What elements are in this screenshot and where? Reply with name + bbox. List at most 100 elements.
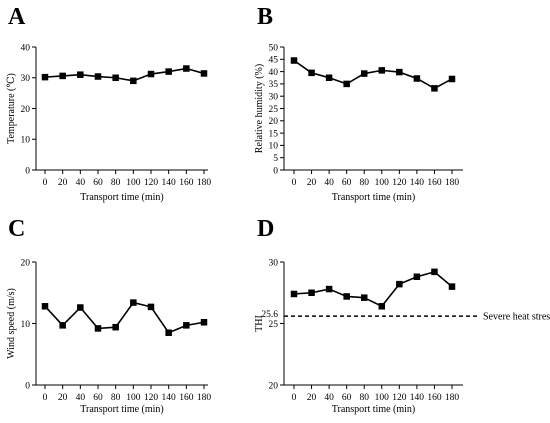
panel-a-letter: A	[8, 4, 26, 30]
panel-d-x-tick-label: 100	[375, 393, 390, 403]
panel-b-y-tick-label: 40	[269, 68, 279, 78]
panel-d-x-tick-label: 20	[307, 393, 317, 403]
panel-a-series-line	[44, 67, 205, 82]
panel-d-data-point	[360, 294, 368, 301]
panel-b-x-axis-label: Transport time (min)	[332, 192, 416, 203]
panel-c-x-tick-label: 40	[76, 393, 86, 403]
panel-d-x-tick-label: 120	[392, 393, 407, 403]
panel-d: D 20 25 30 0 20 40 60 80 100 120 140 160 180 Transport…	[254, 216, 550, 415]
panel-a-x-tick-label: 60	[93, 178, 103, 188]
panel-d-data-point	[378, 303, 386, 310]
panel-b-y-tick-label: 0	[273, 166, 278, 176]
panel-a-y-tick-label: 30	[21, 74, 31, 84]
panel-c-data-point	[165, 329, 172, 336]
panel-a-x-tick-label: 120	[144, 178, 159, 188]
panel-d-x-tick-label: 60	[342, 393, 352, 403]
panel-a-y-tick-label: 10	[21, 136, 31, 146]
panel-a-data-point	[183, 65, 190, 72]
panel-b-x-tick-label: 40	[324, 178, 334, 188]
panel-b-x-tick-label: 80	[359, 178, 369, 188]
panel-d-x-tick-label: 180	[445, 393, 460, 403]
panel-c-x-tick-label: 80	[111, 393, 121, 403]
panel-a-data-point	[112, 74, 119, 81]
panel-d-data-point	[308, 289, 315, 296]
panel-c-x-tick-label: 180	[197, 393, 212, 403]
panel-d-data-point	[290, 290, 298, 298]
panel-c-data-point	[41, 303, 49, 310]
panel-b-y-tick-label: 25	[269, 105, 279, 115]
panel-c-x-tick-label: 20	[58, 393, 68, 403]
panel-b-y-tick-label: 35	[269, 80, 279, 90]
panel-c-x-tick-label: 0	[43, 393, 48, 403]
panel-b-y-tick-label: 20	[269, 117, 279, 127]
panel-a-x-tick-label: 160	[179, 178, 194, 188]
panel-b-x-tick-label: 180	[445, 178, 460, 188]
panel-a-y-tick-label: 20	[21, 105, 31, 115]
panel-b-y-tick-label: 15	[269, 129, 279, 139]
panel-c-letter: C	[8, 216, 25, 242]
panel-b-data-point	[413, 75, 421, 82]
panel-c-y-axis-label: Wind speed (m/s)	[6, 288, 17, 359]
panel-b-data-point	[308, 69, 315, 77]
panel-b-series-line	[293, 59, 453, 90]
panel-a-x-tick-label: 100	[126, 178, 141, 188]
panel-a-data-point	[147, 70, 155, 78]
panel-c-x-tick-label: 120	[144, 393, 159, 403]
panel-c-data-point	[59, 322, 66, 329]
panel-a-x-tick-label: 140	[162, 178, 177, 188]
panel-c: C 0 10 20 0 20 40 60 80 100 120 140 160 180 Transport …	[6, 216, 211, 415]
panel-b-y-tick-label: 50	[269, 43, 279, 53]
panel-a-y-axis-label: Temperature (℃)	[6, 73, 17, 144]
panel-d-y-tick-label-extra: 25.6	[261, 310, 278, 320]
panel-c-data-point	[77, 304, 84, 311]
panel-d-y-tick-label: 30	[269, 258, 279, 268]
panel-d-data-point	[413, 273, 421, 281]
panel-a-y-tick-label: 0	[25, 166, 30, 176]
panel-b-y-tick-label: 5	[273, 154, 278, 164]
panel-c-data-point	[147, 303, 155, 311]
panel-d-x-tick-label: 140	[410, 393, 425, 403]
panel-c-series-line	[44, 301, 205, 334]
panel-d-y-tick-label: 25	[269, 320, 279, 330]
panel-a-x-tick-label: 180	[197, 178, 212, 188]
panel-b-x-tick-label: 0	[292, 178, 297, 188]
panel-d-data-point	[343, 293, 350, 300]
panel-b-data-point	[325, 74, 333, 81]
panel-d-y-tick-label: 20	[269, 381, 279, 391]
panel-a-x-axis-label: Transport time (min)	[80, 192, 164, 203]
panel-d-x-tick-label: 0	[292, 393, 297, 403]
panel-c-data-point	[94, 325, 102, 332]
panel-b-data-point	[431, 85, 438, 92]
panel-b-data-point	[396, 68, 403, 76]
panel-c-y-tick-label: 20	[21, 258, 31, 268]
panel-a-x-tick-label: 40	[76, 178, 86, 188]
panel-a-data-point	[41, 73, 49, 81]
panel-d-data-point	[325, 285, 333, 293]
panel-c-data-point	[183, 322, 190, 329]
panel-b-data-point	[360, 70, 368, 77]
panel-d-x-tick-label: 80	[359, 393, 369, 403]
panel-d-data-point	[448, 283, 456, 290]
panel-d-y-axis-label: THI	[254, 315, 265, 332]
panel-c-x-axis-label: Transport time (min)	[80, 404, 164, 415]
panel-c-y-tick-label: 0	[25, 381, 30, 391]
panel-c-x-tick-label: 160	[179, 393, 194, 403]
panel-b-x-tick-label: 140	[410, 178, 425, 188]
panel-b-data-point	[448, 75, 456, 83]
panel-a-x-tick-label: 80	[111, 178, 121, 188]
panel-c-data-point	[130, 299, 137, 306]
panel-a-x-tick-label: 20	[58, 178, 68, 188]
panel-c-x-tick-label: 60	[93, 393, 103, 403]
panel-b-x-tick-label: 60	[342, 178, 352, 188]
panel-d-data-point	[396, 280, 403, 288]
panel-d-x-tick-label: 40	[324, 393, 334, 403]
panel-b-y-tick-label: 30	[269, 93, 279, 103]
panel-d-x-tick-label: 160	[427, 393, 442, 403]
panel-a: A 0 10 20 30 40 0 20 40 60 80 100 120 140 160 180 Transp…	[6, 4, 211, 203]
panel-b-x-tick-label: 20	[307, 178, 317, 188]
panel-a-data-point	[130, 77, 137, 85]
panel-a-data-point	[165, 68, 172, 75]
panel-d-letter: D	[257, 216, 274, 242]
